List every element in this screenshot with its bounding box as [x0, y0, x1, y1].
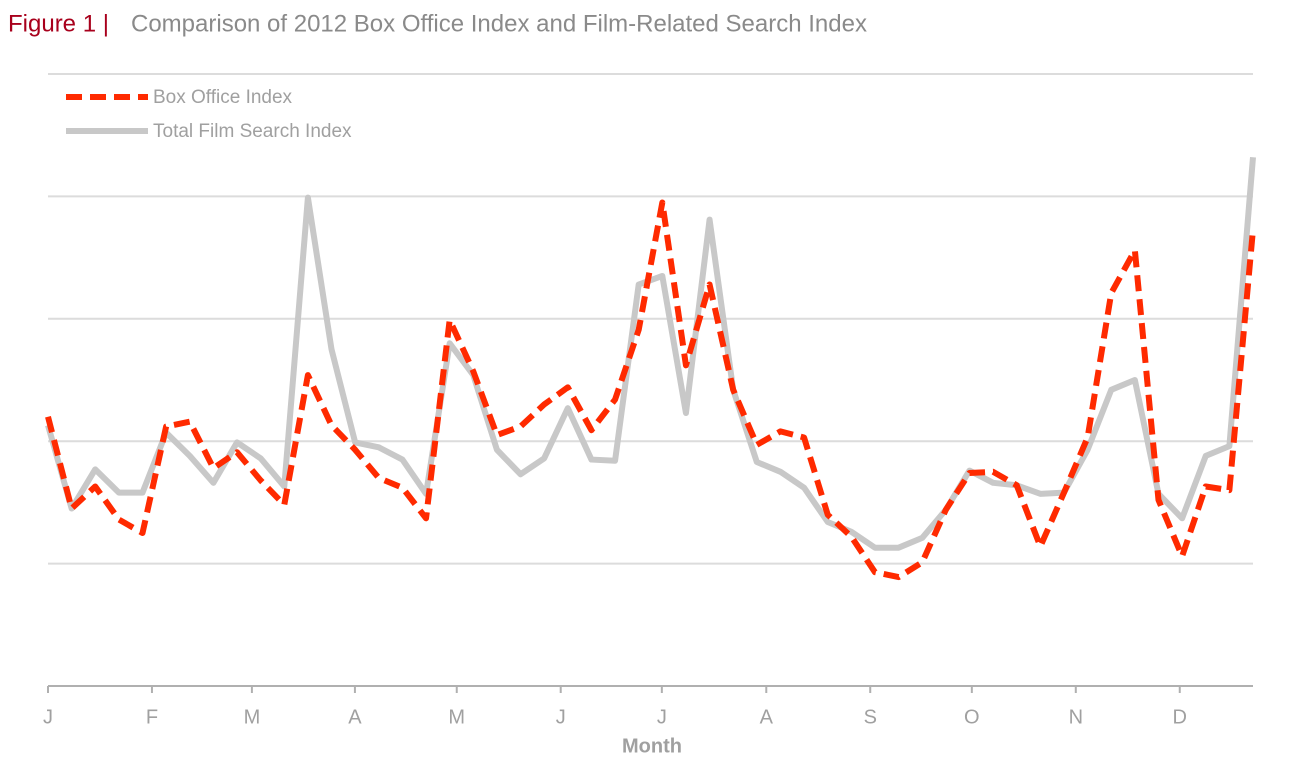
x-tick-label: D: [1173, 706, 1187, 728]
legend-label: Total Film Search Index: [153, 121, 352, 142]
x-tick-label: A: [760, 706, 774, 728]
figure-label: Figure 1 |: [8, 10, 109, 37]
x-tick-label: F: [146, 706, 158, 728]
chart-title: Comparison of 2012 Box Office Index and …: [131, 10, 867, 37]
x-tick-label: A: [348, 706, 362, 728]
x-tick-label: S: [864, 706, 877, 728]
x-tick-label: J: [556, 706, 566, 728]
legend-label: Box Office Index: [153, 87, 293, 108]
x-tick-label: M: [244, 706, 261, 728]
x-tick-label: N: [1069, 706, 1083, 728]
x-tick-label: O: [964, 706, 980, 728]
x-axis-label: Month: [622, 735, 682, 757]
data-line: [45, 156, 1256, 551]
data-line: [45, 199, 1256, 581]
x-tick-label: M: [448, 706, 465, 728]
x-tick-label: J: [657, 706, 667, 728]
x-tick-label: J: [43, 706, 53, 728]
